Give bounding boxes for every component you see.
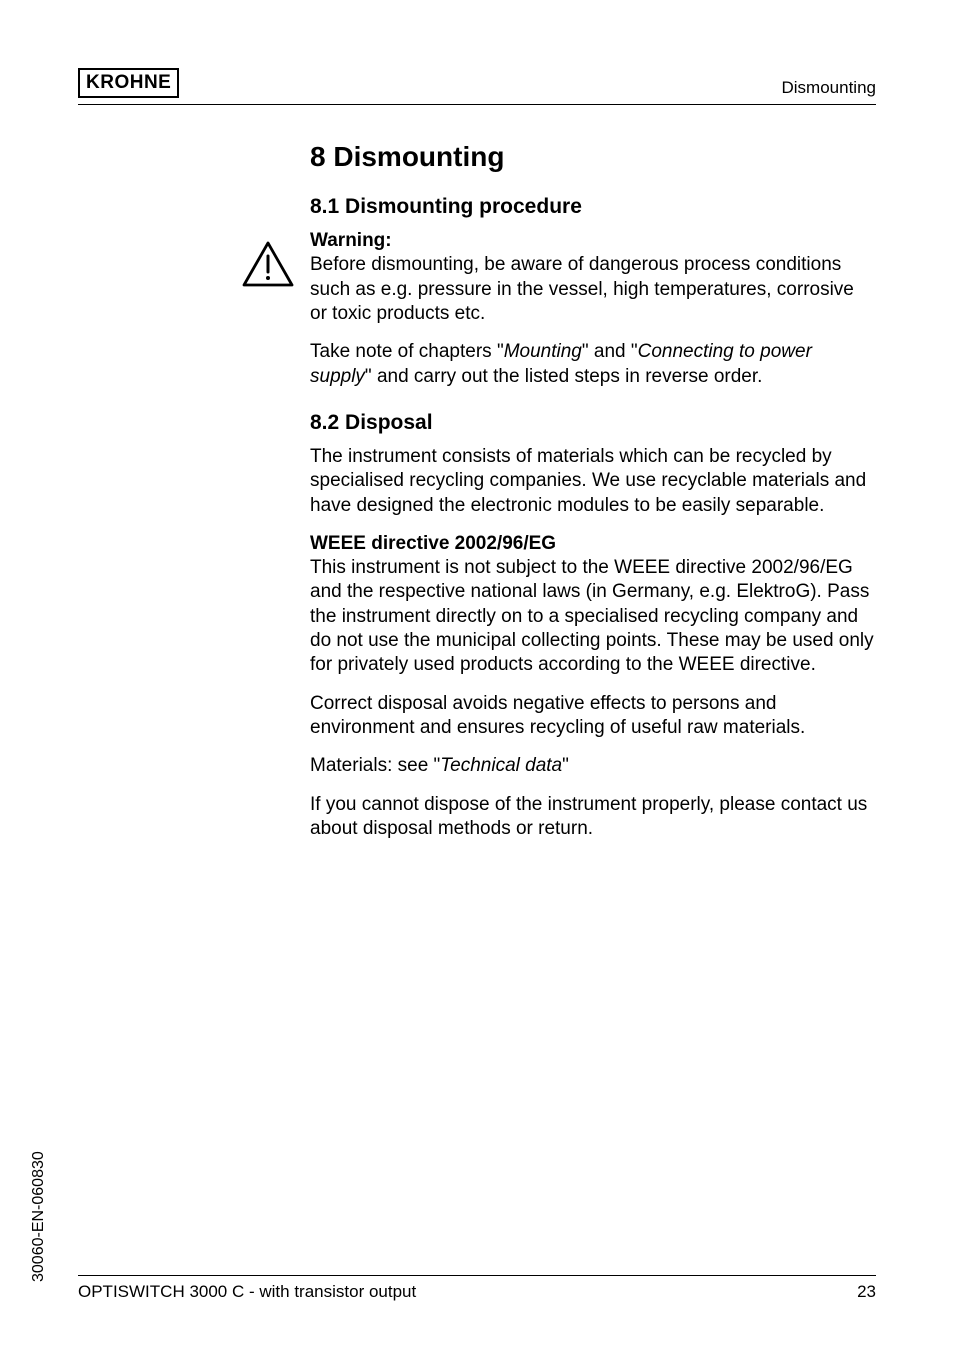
brand-logo: KROHNE [78,68,179,98]
materials-line: Materials: see "Technical data" [310,754,876,778]
materials-prefix: Materials: see " [310,755,440,776]
page: KROHNE Dismounting 8 Dismounting 8.1 Dis… [0,0,954,1352]
warning-text: Before dismounting, be aware of dangerou… [310,254,854,324]
disposal-p2: Correct disposal avoids negative effects… [310,692,876,741]
warning-label: Warning: [310,230,392,251]
section-heading-8-1: 8.1 Dismounting procedure [310,195,876,219]
chapter-title: 8 Dismounting [310,141,876,173]
disposal-p3: If you cannot dispose of the instrument … [310,793,876,842]
warning-icon [242,241,294,287]
page-footer: OPTISWITCH 3000 C - with transistor outp… [78,1275,876,1302]
section-heading-8-2: 8.2 Disposal [310,411,876,435]
materials-link: Technical data [440,755,562,776]
disposal-p1: The instrument consists of materials whi… [310,445,876,518]
warning-block: Warning: Before dismounting, be aware of… [310,229,876,326]
footer-left: OPTISWITCH 3000 C - with transistor outp… [78,1282,416,1302]
header-section-label: Dismounting [782,78,877,98]
weee-heading: WEEE directive 2002/96/EG [310,533,556,554]
materials-suffix: " [562,755,569,776]
note-paragraph: Take note of chapters "Mounting" and "Co… [310,340,876,389]
weee-block: WEEE directive 2002/96/EG This instrumen… [310,532,876,678]
warning-paragraph: Warning: Before dismounting, be aware of… [310,229,876,326]
note-suffix: " and carry out the listed steps in reve… [365,366,763,387]
note-prefix: Take note of chapters " [310,341,504,362]
content-area: 8 Dismounting 8.1 Dismounting procedure … [310,141,876,841]
note-mounting: Mounting [504,341,582,362]
note-mid: " and " [582,341,638,362]
weee-text: This instrument is not subject to the WE… [310,557,874,675]
footer-page-number: 23 [857,1282,876,1302]
doc-code-vertical: 30060-EN-060830 [30,1151,48,1282]
page-header: KROHNE Dismounting [78,68,876,105]
